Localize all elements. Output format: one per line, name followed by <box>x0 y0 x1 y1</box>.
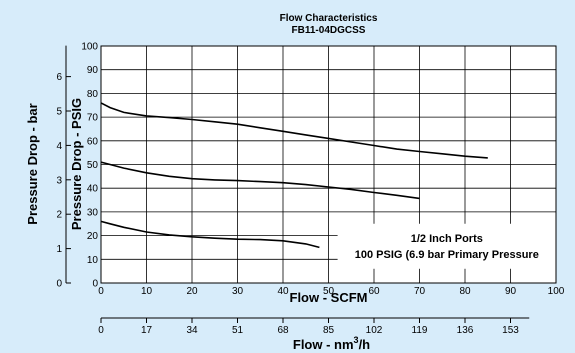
annotation-box <box>337 223 556 269</box>
x2-axis-title: Flow - nm3/h <box>293 335 370 352</box>
y-tick-label: 30 <box>87 207 99 218</box>
y2-axis-title: Pressure Drop - bar <box>25 103 40 224</box>
chart-title: Flow Characteristics <box>280 13 378 24</box>
series-line-2 <box>100 161 420 200</box>
series-line-1 <box>100 102 488 159</box>
x-axis-title: Flow - SCFM <box>290 290 368 305</box>
bar-axis-tick-label: 3 <box>56 175 62 186</box>
x-tick-label: 60 <box>368 286 380 297</box>
y-tick-label: 10 <box>87 255 99 266</box>
bar-axis-tick-label: 5 <box>56 107 62 118</box>
annotation-line-2: 100 PSIG (6.9 bar Primary Pressure <box>355 249 539 261</box>
y-tick-label: 40 <box>87 184 99 195</box>
bar-axis-tick-label: 1 <box>56 244 62 255</box>
y-tick-label: 0 <box>92 279 98 290</box>
bar-axis-tick-label: 6 <box>56 72 62 83</box>
nm3h-axis-tick-label: 17 <box>141 325 153 336</box>
x2-axis-title-superscript: 3 <box>354 335 359 345</box>
annotation-line-1: 1/2 Inch Ports <box>411 233 483 245</box>
y-tick-label: 70 <box>87 113 99 124</box>
bar-axis-tick-label: 0 <box>56 279 62 290</box>
nm3h-axis-tick-label: 68 <box>277 325 289 336</box>
x-tick-label: 70 <box>414 286 426 297</box>
x-tick-label: 10 <box>141 286 153 297</box>
bar-axis-tick-label: 2 <box>56 210 62 221</box>
plot-frame <box>100 45 557 284</box>
x-tick-label: 30 <box>232 286 244 297</box>
nm3h-axis-tick-label: 85 <box>323 325 335 336</box>
y-tick-label: 90 <box>87 65 99 76</box>
x-tick-label: 50 <box>323 286 335 297</box>
x-tick-label: 0 <box>98 286 104 297</box>
x-tick-label: 90 <box>505 286 517 297</box>
nm3h-axis-tick-label: 119 <box>412 325 428 336</box>
y-tick-label: 100 <box>81 42 98 53</box>
nm3h-axis-tick-label: 51 <box>232 325 244 336</box>
x-tick-label: 80 <box>459 286 471 297</box>
nm3h-axis-tick-label: 102 <box>366 325 383 336</box>
series-line-3 <box>100 220 320 249</box>
nm3h-axis-tick-label: 34 <box>186 325 198 336</box>
x-tick-label: 20 <box>186 286 198 297</box>
y-tick-label: 60 <box>87 136 99 147</box>
nm3h-axis-tick-label: 0 <box>98 325 104 336</box>
chart-subtitle: FB11-04DGCSS <box>292 25 366 36</box>
nm3h-axis-tick-label: 136 <box>457 325 474 336</box>
x-tick-label: 40 <box>277 286 289 297</box>
nm3h-axis-tick-label: 153 <box>502 325 519 336</box>
x2-axis-title-unit: /h <box>359 337 371 352</box>
y-tick-label: 80 <box>87 89 99 100</box>
y-axis-title: Pressure Drop - PSIG <box>69 98 84 230</box>
y-tick-label: 20 <box>87 231 99 242</box>
x-tick-label: 100 <box>548 286 565 297</box>
y-tick-label: 50 <box>87 160 99 171</box>
bar-axis-tick-label: 4 <box>56 141 62 152</box>
